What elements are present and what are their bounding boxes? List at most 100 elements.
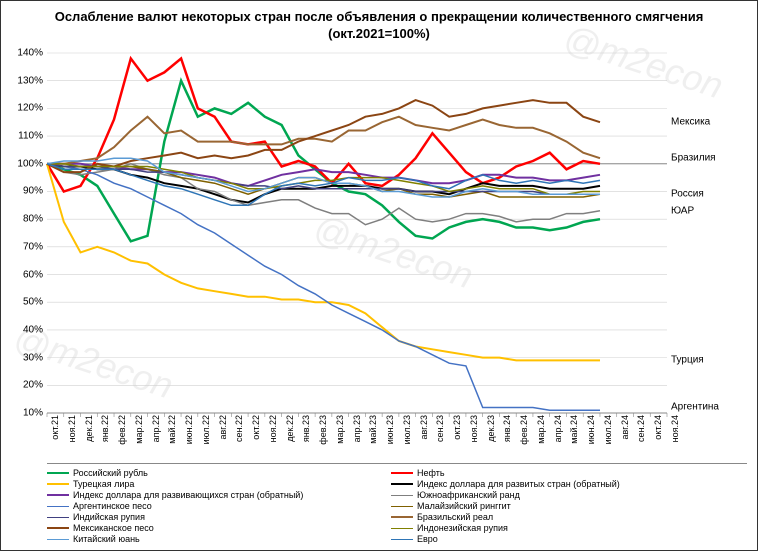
legend-label: Бразильский реал bbox=[417, 512, 493, 522]
legend-item: Аргентинское песо bbox=[47, 501, 377, 511]
legend-label: Южноафриканский ранд bbox=[417, 490, 520, 500]
legend-label: Турецкая лира bbox=[73, 479, 134, 489]
x-tick-label: фев.23 bbox=[318, 415, 328, 445]
x-tick-label: окт.24 bbox=[653, 415, 663, 440]
y-tick-label: 130% bbox=[17, 75, 43, 86]
x-tick-label: июн.23 bbox=[385, 415, 395, 444]
series-line bbox=[47, 117, 600, 164]
x-tick-label: ноя.21 bbox=[67, 415, 77, 442]
x-tick-label: дек.22 bbox=[285, 415, 295, 442]
plot-area bbox=[47, 53, 667, 413]
legend-swatch bbox=[391, 539, 413, 540]
x-axis-labels: окт.21 ноя.21 дек.21 янв.22 фев.22 мар.22 апр.… bbox=[47, 415, 679, 461]
legend-item: Турецкая лира bbox=[47, 479, 377, 489]
end-labels: МексикаБразилияРоссияЮАРТурцияАргентина bbox=[671, 53, 757, 413]
legend-label: Индекс доллара для развитых стран (обрат… bbox=[417, 479, 620, 489]
legend-row: Индийская рупия Бразильский реал bbox=[47, 512, 747, 522]
x-tick-label: окт.21 bbox=[50, 415, 60, 440]
legend-item: Мексиканское песо bbox=[47, 523, 377, 533]
series-line bbox=[47, 164, 600, 410]
x-tick-label: мар.24 bbox=[536, 415, 546, 444]
legend-swatch bbox=[391, 495, 413, 496]
legend-swatch bbox=[47, 506, 69, 507]
legend-item: Индийская рупия bbox=[47, 512, 377, 522]
x-tick-label: ноя.22 bbox=[268, 415, 278, 442]
legend-swatch bbox=[47, 472, 69, 474]
y-tick-label: 60% bbox=[23, 269, 43, 280]
legend-swatch bbox=[391, 516, 413, 518]
legend-swatch bbox=[391, 506, 413, 507]
y-tick-label: 90% bbox=[23, 186, 43, 197]
legend-row: Аргентинское песо Малайзийский ринггит bbox=[47, 501, 747, 511]
legend-label: Малайзийский ринггит bbox=[417, 501, 511, 511]
legend-swatch bbox=[47, 539, 69, 540]
legend-item: Российский рубль bbox=[47, 468, 377, 478]
y-tick-label: 70% bbox=[23, 241, 43, 252]
legend-label: Евро bbox=[417, 534, 438, 544]
legend-item: Индекс доллара для развитых стран (обрат… bbox=[391, 479, 620, 489]
x-tick-label: окт.22 bbox=[251, 415, 261, 440]
x-tick-label: май.24 bbox=[569, 415, 579, 444]
x-tick-label: окт.23 bbox=[452, 415, 462, 440]
x-tick-label: янв.23 bbox=[301, 415, 311, 442]
legend-row: Турецкая лира Индекс доллара для развитых… bbox=[47, 479, 747, 489]
x-tick-label: сен.22 bbox=[234, 415, 244, 442]
y-tick-label: 30% bbox=[23, 352, 43, 363]
x-tick-label: апр.23 bbox=[352, 415, 362, 442]
legend-swatch bbox=[47, 527, 69, 529]
x-tick-label: янв.22 bbox=[100, 415, 110, 442]
x-tick-label: янв.24 bbox=[502, 415, 512, 442]
legend-item: Южноафриканский ранд bbox=[391, 490, 520, 500]
legend-item: Нефть bbox=[391, 468, 445, 478]
x-tick-label: дек.21 bbox=[84, 415, 94, 442]
chart-title: Ослабление валют некоторых стран после о… bbox=[1, 1, 757, 47]
y-tick-label: 140% bbox=[17, 48, 43, 59]
x-tick-label: ноя.24 bbox=[670, 415, 680, 442]
legend-row: Индекс доллара для развивающихся стран (… bbox=[47, 490, 747, 500]
x-tick-label: ноя.23 bbox=[469, 415, 479, 442]
legend-swatch bbox=[47, 483, 69, 485]
chart-container: Ослабление валют некоторых стран после о… bbox=[0, 0, 758, 551]
legend-item: Индонезийская рупия bbox=[391, 523, 508, 533]
legend-swatch bbox=[391, 528, 413, 529]
y-tick-label: 20% bbox=[23, 380, 43, 391]
y-tick-label: 50% bbox=[23, 297, 43, 308]
y-tick-label: 120% bbox=[17, 103, 43, 114]
y-tick-label: 100% bbox=[17, 158, 43, 169]
series-end-label: Мексика bbox=[671, 117, 710, 128]
x-tick-label: авг.23 bbox=[419, 415, 429, 439]
series-end-label: Бразилия bbox=[671, 153, 716, 164]
legend-item: Евро bbox=[391, 534, 438, 544]
series-end-label: ЮАР bbox=[671, 205, 694, 216]
legend-swatch bbox=[47, 494, 69, 496]
legend-label: Индонезийская рупия bbox=[417, 523, 508, 533]
legend-label: Аргентинское песо bbox=[73, 501, 152, 511]
legend-row: Мексиканское песо Индонезийская рупия bbox=[47, 523, 747, 533]
x-tick-label: сен.24 bbox=[636, 415, 646, 442]
x-tick-label: сен.23 bbox=[435, 415, 445, 442]
x-tick-label: июл.24 bbox=[603, 415, 613, 444]
x-tick-label: июн.24 bbox=[586, 415, 596, 444]
x-tick-label: фев.22 bbox=[117, 415, 127, 445]
chart-svg bbox=[47, 53, 667, 413]
x-tick-label: мар.23 bbox=[335, 415, 345, 444]
y-tick-label: 80% bbox=[23, 214, 43, 225]
y-tick-label: 110% bbox=[18, 131, 43, 142]
y-axis-labels: 10%20%30%40%50%60%70%80%90%100%110%120%1… bbox=[1, 53, 45, 413]
legend-label: Китайский юань bbox=[73, 534, 140, 544]
legend-item: Китайский юань bbox=[47, 534, 377, 544]
legend-item: Малайзийский ринггит bbox=[391, 501, 511, 511]
legend-label: Российский рубль bbox=[73, 468, 148, 478]
legend-row: Российский рубль Нефть bbox=[47, 468, 747, 478]
x-tick-label: мар.22 bbox=[134, 415, 144, 444]
legend-label: Нефть bbox=[417, 468, 445, 478]
y-tick-label: 10% bbox=[23, 408, 43, 419]
y-tick-label: 40% bbox=[23, 324, 43, 335]
legend-label: Индийская рупия bbox=[73, 512, 145, 522]
x-tick-label: июн.22 bbox=[184, 415, 194, 444]
legend-item: Индекс доллара для развивающихся стран (… bbox=[47, 490, 377, 500]
legend-row: Китайский юань Евро bbox=[47, 534, 747, 544]
x-tick-label: апр.24 bbox=[553, 415, 563, 442]
legend-label: Мексиканское песо bbox=[73, 523, 154, 533]
x-tick-label: апр.22 bbox=[151, 415, 161, 442]
